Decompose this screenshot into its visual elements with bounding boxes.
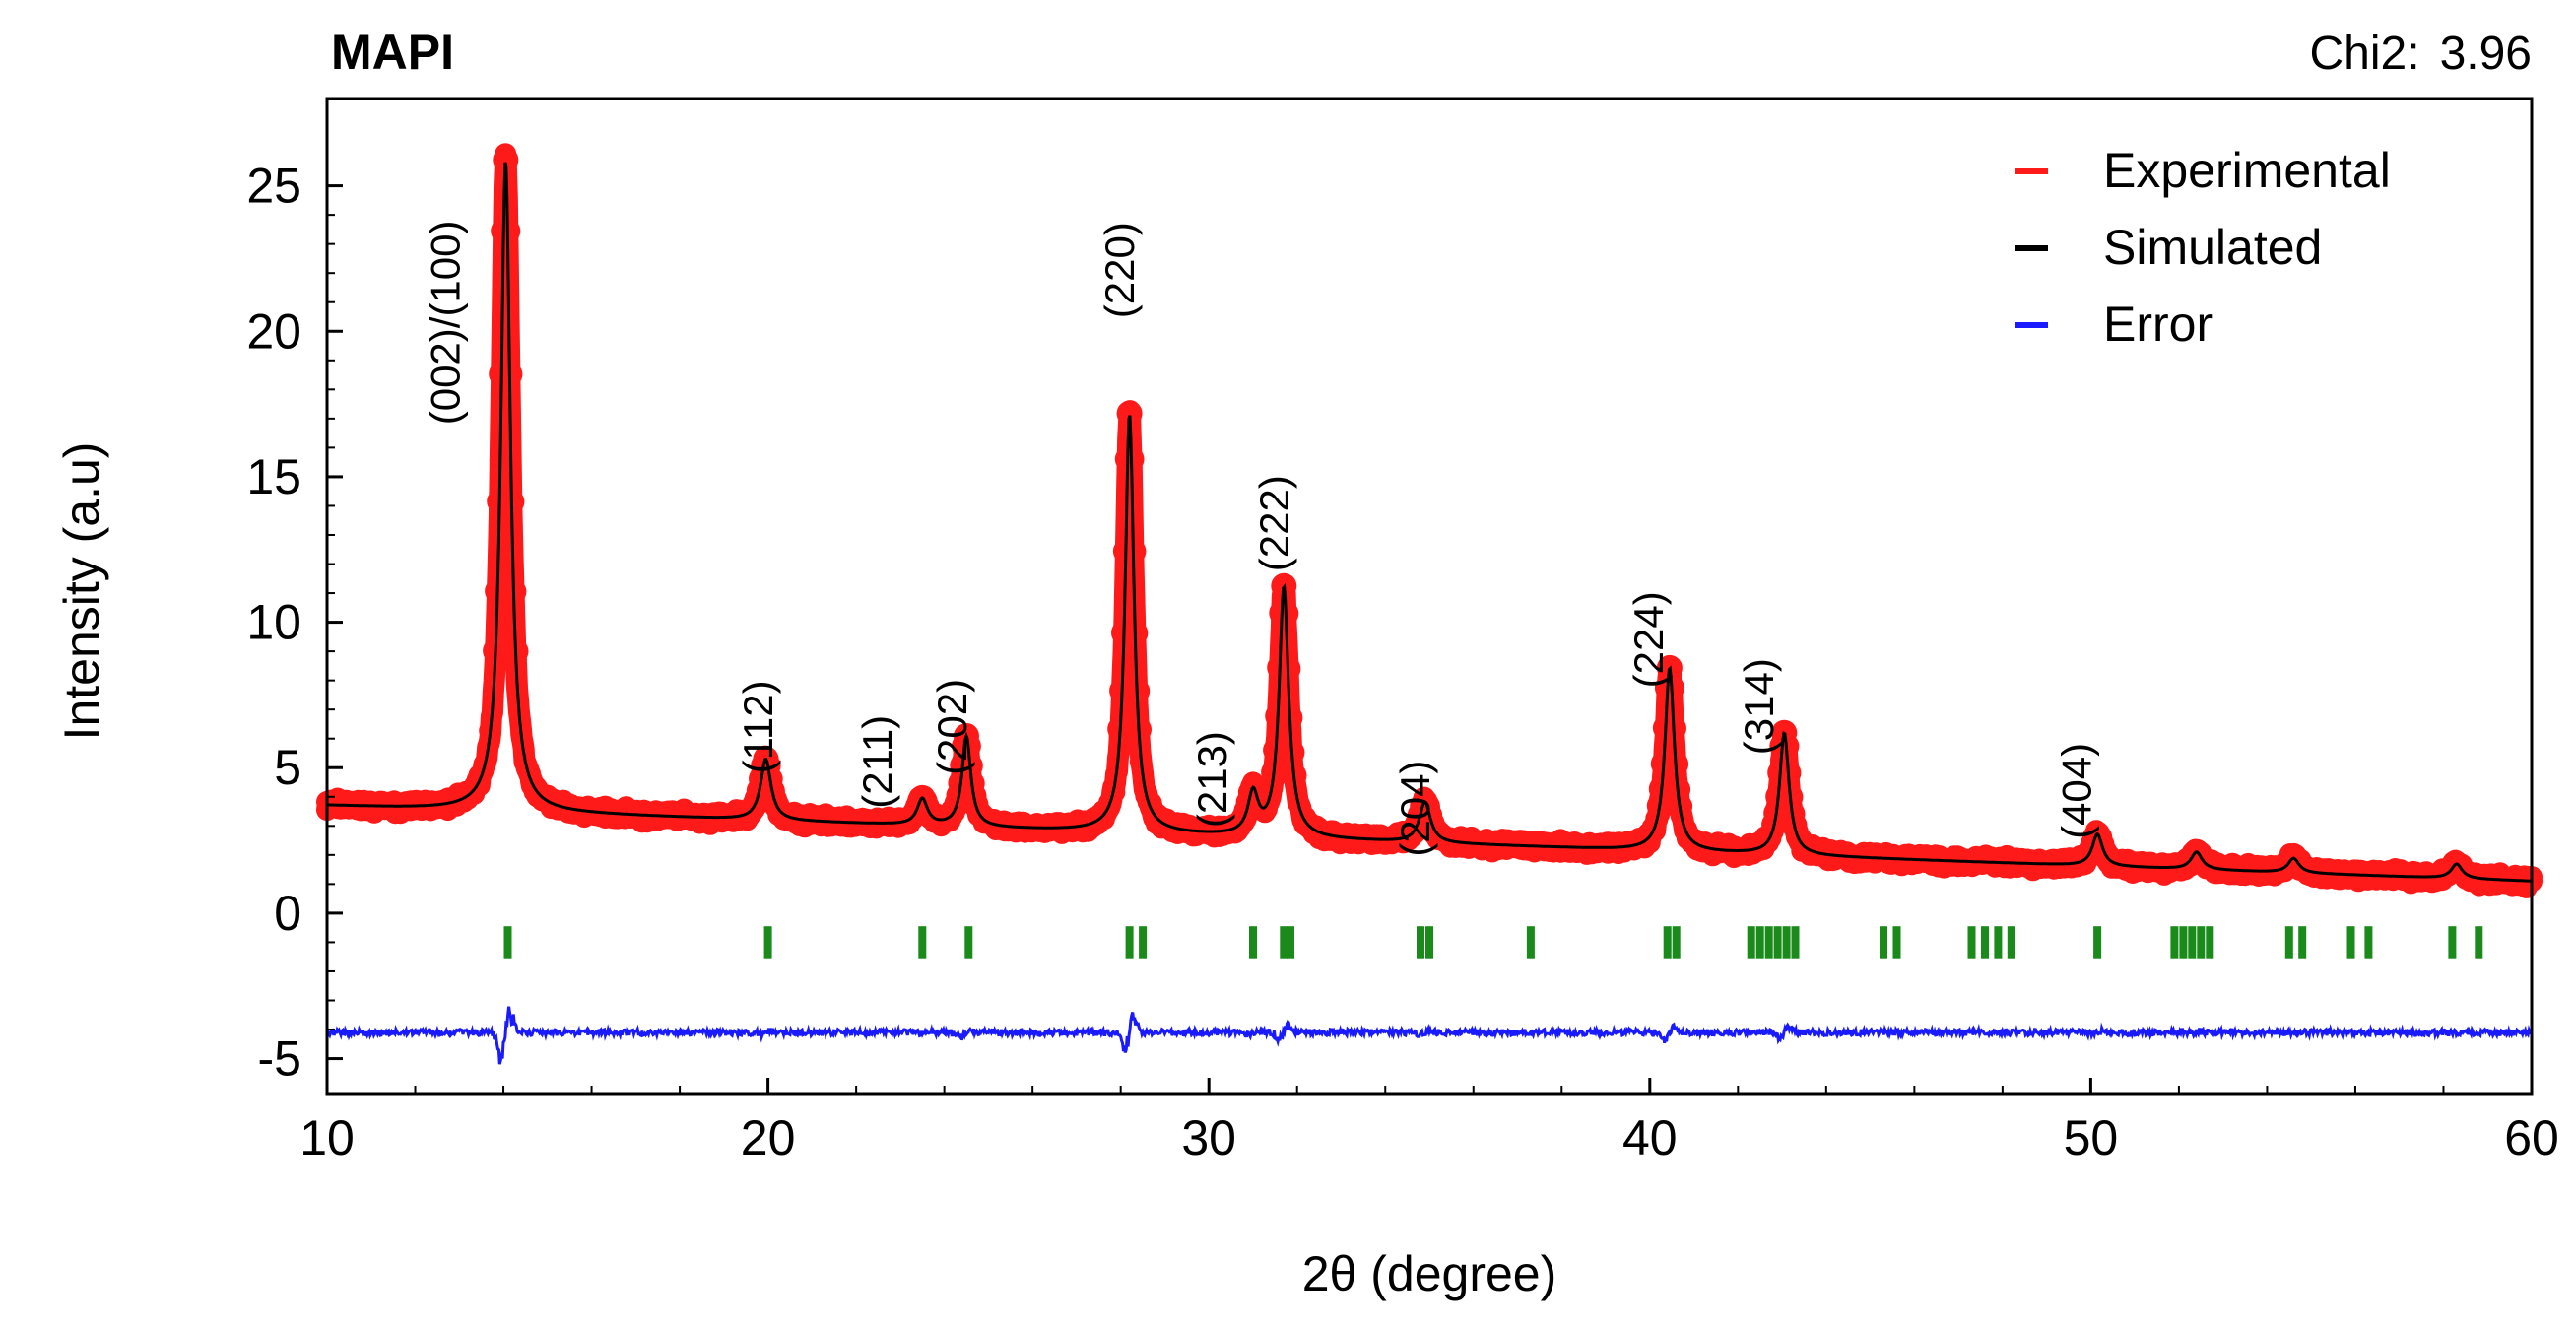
bragg-marker (2284, 926, 2293, 959)
bragg-marker (1280, 926, 1288, 959)
bragg-marker (1892, 926, 1901, 959)
bragg-marker (1791, 926, 1800, 959)
bragg-marker (2448, 926, 2457, 959)
bragg-marker (1125, 926, 1134, 959)
bragg-reflection-markers (503, 926, 2483, 959)
y-axis-label: Intensity (a.u) (54, 442, 109, 741)
reflection-label: (204) (1392, 761, 1438, 857)
reflection-label: (202) (929, 679, 975, 775)
x-tick-label: 10 (299, 1110, 355, 1165)
bragg-marker (1425, 926, 1433, 959)
bragg-marker (503, 926, 512, 959)
bragg-marker (1967, 926, 1976, 959)
chart-title: MAPI (331, 25, 454, 80)
error-series-line (325, 1006, 2534, 1065)
y-tick-label: 15 (246, 449, 301, 504)
bragg-marker (2364, 926, 2373, 959)
reflection-label: (222) (1251, 475, 1297, 571)
bragg-marker (1773, 926, 1782, 959)
reflection-label: (112) (735, 680, 781, 773)
chi2-label: Chi2: (2310, 28, 2420, 80)
bragg-marker (964, 926, 973, 959)
x-axis-label: 2θ (degree) (1302, 1246, 1557, 1301)
error-legend-label: Error (2103, 297, 2213, 352)
bragg-marker (1981, 926, 1989, 959)
simulated-legend-label: Simulated (2103, 220, 2322, 275)
bragg-marker (2179, 926, 2188, 959)
x-tick-label: 50 (2064, 1110, 2119, 1165)
plot-content (316, 143, 2543, 1065)
reflection-annotations: (002)/(100) (112) (211) (202) (220) (213) (222… (422, 221, 2099, 857)
bragg-marker (2298, 926, 2307, 959)
reflection-label: (404) (2053, 743, 2099, 839)
simulated-series-line (327, 162, 2532, 883)
experimental-legend-label: Experimental (2103, 143, 2391, 198)
y-tick-label: 25 (246, 159, 301, 214)
y-tick-label: 20 (246, 303, 301, 359)
bragg-marker (2093, 926, 2102, 959)
x-axis-ticks: 10 20 30 40 50 60 (299, 1078, 2559, 1165)
bragg-marker (2206, 926, 2214, 959)
reflection-label: (213) (1189, 731, 1235, 828)
bragg-marker (2197, 926, 2206, 959)
bragg-marker (1782, 926, 1791, 959)
bragg-marker (1764, 926, 1773, 959)
bragg-marker (2188, 926, 2197, 959)
bragg-marker (1663, 926, 1672, 959)
y-tick-label: 5 (274, 740, 301, 795)
reflection-label: (211) (854, 715, 900, 809)
reflection-label: (220) (1096, 222, 1143, 318)
y-tick-label: -5 (258, 1031, 301, 1087)
legend: Experimental Simulated Error (2015, 143, 2391, 352)
bragg-marker (2475, 926, 2483, 959)
bragg-marker (918, 926, 927, 959)
plot-frame (325, 97, 2534, 1096)
chi2-value: 3.96 (2440, 28, 2532, 80)
bragg-marker (1672, 926, 1681, 959)
bragg-marker (2170, 926, 2179, 959)
bragg-marker (1249, 926, 1257, 959)
x-tick-label: 60 (2504, 1110, 2559, 1165)
bragg-marker (1994, 926, 2003, 959)
y-tick-label: 10 (246, 595, 301, 650)
y-tick-label: 0 (274, 886, 301, 941)
x-tick-label: 20 (741, 1110, 796, 1165)
bragg-marker (1526, 926, 1535, 959)
y-axis-ticks: 25 20 15 10 5 0 -5 (246, 159, 343, 1087)
x-tick-label: 30 (1181, 1110, 1236, 1165)
bragg-marker (2007, 926, 2015, 959)
chi2-readout: Chi2: 3.96 (2310, 28, 2532, 80)
bragg-marker (1747, 926, 1755, 959)
bragg-marker (1880, 926, 1887, 959)
reflection-label: (002)/(100) (422, 221, 468, 426)
bragg-marker (1417, 926, 1424, 959)
bragg-marker (2346, 926, 2355, 959)
x-tick-label: 40 (1622, 1110, 1678, 1165)
bragg-marker (763, 926, 772, 959)
reflection-label: (224) (1625, 591, 1672, 688)
experimental-peak-point (493, 147, 519, 173)
reflection-label: (314) (1736, 658, 1782, 755)
bragg-marker (1287, 926, 1294, 959)
bragg-marker (1139, 926, 1148, 959)
bragg-marker (1755, 926, 1764, 959)
experimental-peak-point (1116, 400, 1143, 427)
